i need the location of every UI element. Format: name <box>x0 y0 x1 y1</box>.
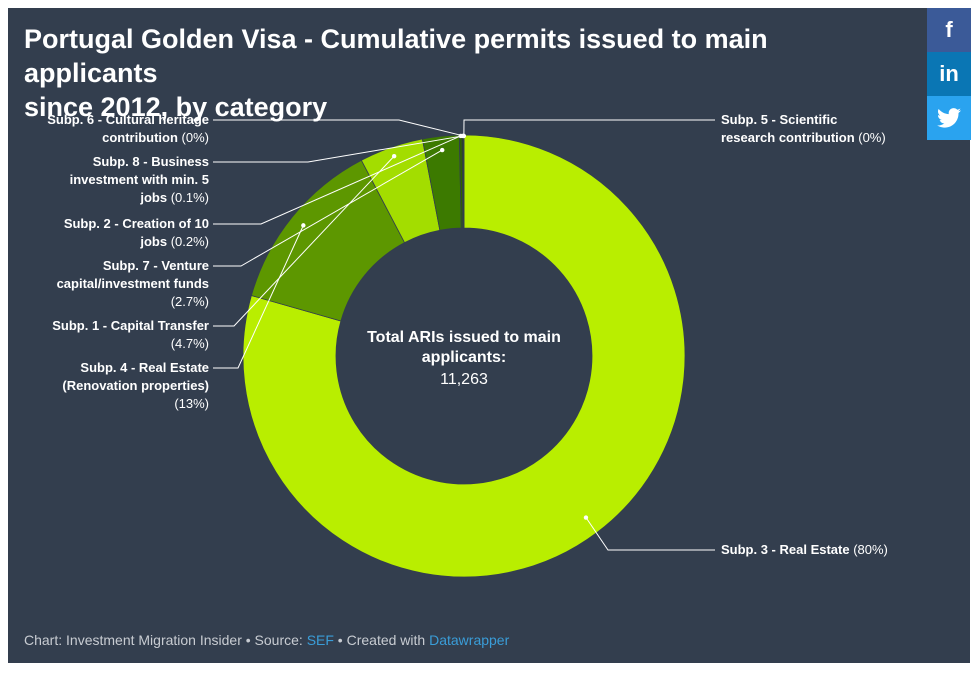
slice-label-3-line-0: Subp. 7 - Venture <box>103 258 209 273</box>
leader-dot-7 <box>461 133 467 139</box>
donut-chart: Subp. 3 - Real Estate (80%) Subp. 4 - Rea… <box>47 112 888 578</box>
datawrapper-link[interactable]: Datawrapper <box>429 632 510 648</box>
linkedin-share-button[interactable]: in <box>927 52 971 96</box>
slice-label-5-line-2: jobs (0.1%) <box>139 190 209 205</box>
leader-line-6 <box>213 119 464 137</box>
slice-label-5-line-1: investment with min. 5 <box>70 172 209 187</box>
facebook-share-button[interactable]: f <box>927 8 971 52</box>
slice-label-7-line-0: Subp. 5 - Scientific <box>721 112 837 127</box>
slice-0 <box>242 134 686 578</box>
chart-title-line2: since 2012, by category <box>24 92 328 122</box>
slice-label-1-line-2: (13%) <box>174 396 209 411</box>
slice-label-4-line-1: jobs (0.2%) <box>139 234 209 249</box>
chart-card: Portugal Golden Visa - Cumulative permit… <box>8 8 970 663</box>
footer-middle: • Created with <box>333 632 430 648</box>
slice-label-4-line-0: Subp. 2 - Creation of 10 <box>64 216 209 231</box>
leader-line-0 <box>585 517 715 551</box>
leader-line-7 <box>463 119 715 136</box>
center-total-value: 11,263 <box>440 371 488 388</box>
slice-label-2-line-1: (4.7%) <box>171 336 209 351</box>
slice-label-6-line-0: Subp. 6 - Cultural heritage <box>47 112 209 127</box>
leader-dot-2 <box>391 153 397 159</box>
slice-label-7-line-1: research contribution (0%) <box>721 130 886 145</box>
slice-label-0-line-0: Subp. 3 - Real Estate (80%) <box>721 542 888 557</box>
slice-label-3-line-2: (2.7%) <box>171 294 209 309</box>
facebook-icon: f <box>945 17 953 42</box>
slice-label-5-line-0: Subp. 8 - Business <box>93 154 209 169</box>
twitter-bird-icon <box>937 108 961 128</box>
slice-label-1-line-1: (Renovation properties) <box>62 378 209 393</box>
twitter-share-button[interactable] <box>927 96 971 140</box>
linkedin-icon: in <box>939 61 959 86</box>
slice-label-6-line-1: contribution (0%) <box>102 130 209 145</box>
leader-dot-3 <box>440 147 445 153</box>
center-label-line1: Total ARIs issued to main <box>367 329 561 346</box>
leader-line-4 <box>213 135 461 225</box>
slice-label-1-line-0: Subp. 4 - Real Estate <box>80 360 209 375</box>
chart-title-line1: Portugal Golden Visa - Cumulative permit… <box>24 24 768 88</box>
chart-title: Portugal Golden Visa - Cumulative permit… <box>24 22 904 124</box>
social-share-bar: f in <box>927 8 971 140</box>
leader-dot-0 <box>583 515 589 520</box>
leader-dot-1 <box>301 223 306 228</box>
leader-line-1 <box>213 225 304 369</box>
center-label-line2: applicants: <box>422 349 506 366</box>
source-link[interactable]: SEF <box>306 632 334 648</box>
leader-line-3 <box>213 149 443 267</box>
chart-footer: Chart: Investment Migration Insider • So… <box>24 632 509 648</box>
leader-line-5 <box>213 135 463 163</box>
footer-prefix: Chart: Investment Migration Insider • So… <box>24 632 307 648</box>
slice-label-2-line-0: Subp. 1 - Capital Transfer <box>52 318 209 333</box>
leader-line-2 <box>213 155 395 327</box>
slice-label-3-line-1: capital/investment funds <box>57 276 209 291</box>
